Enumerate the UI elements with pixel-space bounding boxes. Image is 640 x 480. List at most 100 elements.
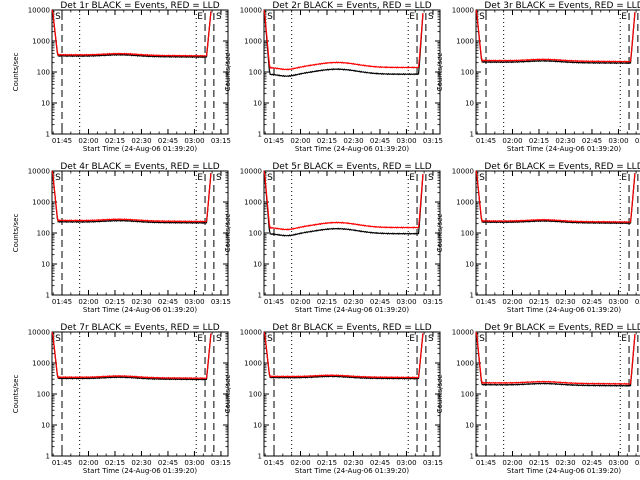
y-axis-label: Counts/sec — [12, 53, 20, 92]
x-tick-label: 03:15 — [211, 298, 231, 306]
x-tick-label: 02:30 — [343, 459, 363, 467]
x-tick-label: 03:00 — [396, 298, 416, 306]
plot-frame — [51, 170, 229, 296]
x-tick-label: 01:45 — [52, 298, 72, 306]
y-tick-label: 1 — [46, 131, 50, 139]
edge-label: E — [621, 173, 627, 183]
y-tick-label: 10 — [253, 422, 262, 430]
y-tick-label: 1 — [470, 453, 474, 461]
y-tick-label: 100 — [37, 391, 50, 399]
x-tick-label: 02:30 — [555, 459, 575, 467]
y-tick-label: 1000 — [32, 199, 50, 207]
y-tick-label: 100 — [461, 230, 474, 238]
x-tick-label: 02:00 — [78, 459, 98, 467]
y-tick-label: 10000 — [240, 7, 262, 15]
y-tick-label: 1000 — [456, 360, 474, 368]
series-events-line — [475, 9, 636, 65]
panel-7: Det 7r BLACK = Events, RED = LLD 1 10 100 10… — [12, 323, 231, 475]
y-tick-label: 10000 — [452, 168, 474, 176]
panel-title: Det 6r BLACK = Events, RED = LLD — [484, 162, 640, 172]
x-tick-label: 02:30 — [343, 137, 363, 145]
panel-5: Det 5r BLACK = Events, RED = LLD 1 10 100 10… — [224, 162, 443, 314]
y-tick-label: 1000 — [244, 360, 262, 368]
x-tick-label: 02:30 — [131, 459, 151, 467]
edge-label: S — [267, 334, 273, 344]
series-lld-line — [263, 170, 424, 231]
y-tick-label: 10 — [465, 100, 474, 108]
x-tick-label: 01:45 — [476, 298, 496, 306]
x-tick-label: 02:45 — [158, 137, 178, 145]
y-tick-label: 10000 — [240, 168, 262, 176]
y-tick-label: 1 — [258, 131, 262, 139]
y-tick-label: 100 — [37, 69, 50, 77]
series-events-line — [475, 331, 636, 387]
y-tick-label: 1000 — [244, 199, 262, 207]
series-lld-line — [51, 9, 212, 58]
x-axis-label: Start Time (24-Aug-06 01:39:20) — [83, 145, 197, 153]
x-tick-label: 02:30 — [131, 137, 151, 145]
panel-title: Det 7r BLACK = Events, RED = LLD — [60, 323, 219, 333]
y-tick-label: 100 — [461, 391, 474, 399]
panel-1: Det 1r BLACK = Events, RED = LLD 1 10 100 10… — [12, 1, 231, 153]
edge-label: E — [621, 334, 627, 344]
edge-label: S — [428, 12, 434, 22]
y-tick-label: 1 — [470, 292, 474, 300]
panel-title: Det 9r BLACK = Events, RED = LLD — [484, 323, 640, 333]
series-lld-line — [51, 331, 212, 380]
plot-frame — [263, 331, 441, 457]
edge-label: S — [479, 334, 485, 344]
x-tick-label: 03:15 — [423, 137, 443, 145]
x-axis-label: Start Time (24-Aug-06 01:39:20) — [295, 306, 409, 314]
series-events-line — [263, 331, 424, 380]
panel-3: Det 3r BLACK = Events, RED = LLD 1 10 100 10… — [436, 1, 640, 153]
plot-frame — [51, 9, 229, 135]
y-tick-label: 1 — [258, 453, 262, 461]
x-tick-label: 03:00 — [608, 298, 628, 306]
panel-2: Det 2r BLACK = Events, RED = LLD 1 10 100 10… — [224, 1, 443, 153]
series-lld-line — [475, 9, 636, 63]
x-axis-label: Start Time (24-Aug-06 01:39:20) — [507, 145, 621, 153]
panel-4: Det 4r BLACK = Events, RED = LLD 1 10 100 10… — [12, 162, 231, 314]
y-tick-label: 100 — [37, 230, 50, 238]
x-tick-label: 02:00 — [290, 298, 310, 306]
y-tick-label: 10000 — [452, 7, 474, 15]
y-axis-label: Counts/sec — [224, 375, 232, 414]
series-events-line — [263, 9, 424, 78]
x-tick-label: 01:45 — [264, 137, 284, 145]
x-tick-label: 02:30 — [555, 137, 575, 145]
edge-label: S — [428, 173, 434, 183]
y-tick-label: 1 — [46, 292, 50, 300]
x-tick-label: 03:15 — [211, 459, 231, 467]
edge-label: E — [621, 12, 627, 22]
x-tick-label: 03:00 — [396, 137, 416, 145]
y-tick-label: 1 — [470, 131, 474, 139]
x-tick-label: 02:15 — [105, 459, 125, 467]
plot-frame — [475, 331, 640, 457]
y-tick-label: 10 — [253, 100, 262, 108]
plot-frame — [51, 331, 229, 457]
y-tick-label: 10 — [41, 261, 50, 269]
y-tick-label: 100 — [461, 69, 474, 77]
y-tick-label: 100 — [249, 69, 262, 77]
edge-label: S — [428, 334, 434, 344]
x-tick-label: 02:30 — [343, 298, 363, 306]
x-tick-label: 01:45 — [264, 298, 284, 306]
x-tick-label: 02:00 — [78, 298, 98, 306]
x-tick-label: 03:15 — [423, 459, 443, 467]
x-tick-label: 02:30 — [555, 298, 575, 306]
y-tick-label: 10000 — [28, 7, 50, 15]
x-tick-label: 01:45 — [476, 459, 496, 467]
edge-label: S — [479, 12, 485, 22]
panel-9: Det 9r BLACK = Events, RED = LLD 1 10 100 10… — [436, 323, 640, 475]
x-tick-label: 02:00 — [502, 137, 522, 145]
y-tick-label: 1 — [46, 453, 50, 461]
panel-title: Det 4r BLACK = Events, RED = LLD — [60, 162, 219, 172]
panel-6: Det 6r BLACK = Events, RED = LLD 1 10 100 10… — [436, 162, 640, 314]
x-tick-label: 01:45 — [52, 137, 72, 145]
panel-8: Det 8r BLACK = Events, RED = LLD 1 10 100 10… — [224, 323, 443, 475]
series-lld-line — [475, 331, 636, 386]
x-tick-label: 01:45 — [264, 459, 284, 467]
x-tick-label: 02:30 — [131, 298, 151, 306]
x-tick-label: 03:00 — [184, 459, 204, 467]
y-axis-label: Counts/sec — [12, 375, 20, 414]
